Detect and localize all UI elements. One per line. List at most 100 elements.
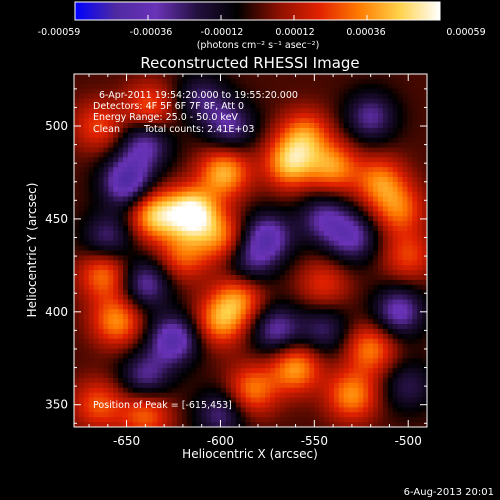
heatmap-cell: [407, 83, 413, 90]
heatmap-cell: [265, 284, 271, 291]
heatmap-cell: [417, 260, 423, 266]
heatmap-cell: [245, 289, 252, 296]
heatmap-cell: [157, 387, 163, 394]
heatmap-cell: [338, 319, 345, 325]
heatmap-cell: [78, 162, 85, 168]
heatmap-cell: [167, 304, 173, 310]
heatmap-cell: [382, 127, 389, 134]
heatmap-cell: [373, 382, 379, 389]
heatmap-cell: [309, 240, 315, 247]
heatmap-cell: [157, 118, 163, 124]
heatmap-cell: [363, 93, 369, 100]
heatmap-cell: [245, 103, 252, 109]
heatmap-cell: [225, 162, 232, 168]
heatmap-cell: [93, 353, 100, 359]
heatmap-cell: [113, 328, 119, 335]
heatmap-cell: [412, 152, 418, 158]
heatmap-cell: [265, 328, 271, 335]
heatmap-cell: [260, 333, 266, 340]
heatmap-cell: [382, 319, 389, 325]
heatmap-cell: [407, 152, 413, 158]
heatmap-cell: [265, 397, 271, 404]
heatmap-cell: [225, 314, 232, 320]
heatmap-cell: [108, 108, 114, 114]
heatmap-cell: [118, 230, 124, 237]
heatmap-cell: [338, 93, 345, 100]
heatmap-cell: [132, 260, 139, 266]
heatmap-cell: [83, 225, 90, 232]
heatmap-cell: [83, 250, 90, 256]
heatmap-cell: [137, 319, 144, 325]
heatmap-cell: [397, 265, 404, 271]
heatmap-cell: [289, 299, 296, 306]
heatmap-cell: [294, 255, 301, 261]
heatmap-cell: [304, 373, 310, 379]
heatmap-cell: [152, 216, 158, 222]
heatmap-cell: [382, 368, 389, 374]
heatmap-cell: [402, 196, 408, 203]
heatmap-cell: [377, 324, 384, 330]
heatmap-cell: [147, 289, 154, 296]
heatmap-cell: [402, 113, 408, 119]
heatmap-cell: [147, 275, 154, 281]
heatmap-cell: [152, 230, 158, 237]
heatmap-cell: [309, 211, 315, 217]
heatmap-cell: [304, 363, 310, 369]
heatmap-cell: [216, 270, 222, 276]
heatmap-cell: [397, 348, 404, 355]
heatmap-cell: [343, 240, 350, 247]
heatmap-cell: [127, 201, 134, 207]
heatmap-cell: [304, 382, 310, 389]
heatmap-cell: [142, 108, 149, 114]
heatmap-cell: [245, 78, 252, 85]
heatmap-cell: [113, 127, 119, 134]
heatmap-cell: [314, 309, 320, 315]
heatmap-cell: [279, 191, 286, 198]
heatmap-cell: [157, 319, 163, 325]
heatmap-cell: [250, 88, 256, 95]
heatmap-cell: [304, 333, 310, 340]
heatmap-cell: [417, 240, 423, 247]
heatmap-cell: [250, 181, 256, 188]
heatmap-cell: [108, 279, 114, 286]
heatmap-cell: [142, 304, 149, 310]
heatmap-cell: [191, 113, 198, 119]
heatmap-cell: [270, 191, 276, 198]
heatmap-cell: [221, 98, 227, 105]
heatmap-cell: [147, 167, 154, 173]
heatmap-cell: [123, 167, 129, 173]
heatmap-cell: [88, 255, 95, 261]
heatmap-cell: [412, 368, 418, 374]
heatmap-cell: [123, 382, 129, 389]
heatmap-cell: [196, 397, 203, 404]
heatmap-cell: [407, 397, 413, 404]
heatmap-cell: [123, 127, 129, 134]
heatmap-cell: [314, 216, 320, 222]
heatmap-cell: [103, 196, 109, 203]
heatmap-cell: [319, 103, 325, 109]
heatmap-cell: [216, 387, 222, 394]
heatmap-cell: [368, 328, 374, 335]
heatmap-cell: [348, 113, 355, 119]
heatmap-cell: [240, 284, 247, 291]
heatmap-cell: [260, 309, 266, 315]
heatmap-cell: [333, 363, 340, 369]
heatmap-cell: [240, 201, 247, 207]
heatmap-cell: [113, 294, 119, 301]
heatmap-cell: [108, 118, 114, 124]
heatmap-cell: [118, 147, 124, 154]
heatmap-cell: [324, 74, 330, 80]
heatmap-cell: [397, 186, 404, 193]
heatmap-cell: [324, 235, 330, 242]
heatmap-cell: [314, 201, 320, 207]
heatmap-cell: [181, 250, 188, 256]
heatmap-cell: [83, 113, 90, 119]
heatmap-cell: [338, 387, 345, 394]
heatmap-cell: [250, 328, 256, 335]
heatmap-cell: [211, 118, 217, 124]
heatmap-cell: [368, 314, 374, 320]
heatmap-cell: [328, 113, 335, 119]
heatmap-cell: [407, 348, 413, 355]
heatmap-cell: [137, 392, 144, 399]
heatmap-cell: [113, 181, 119, 188]
